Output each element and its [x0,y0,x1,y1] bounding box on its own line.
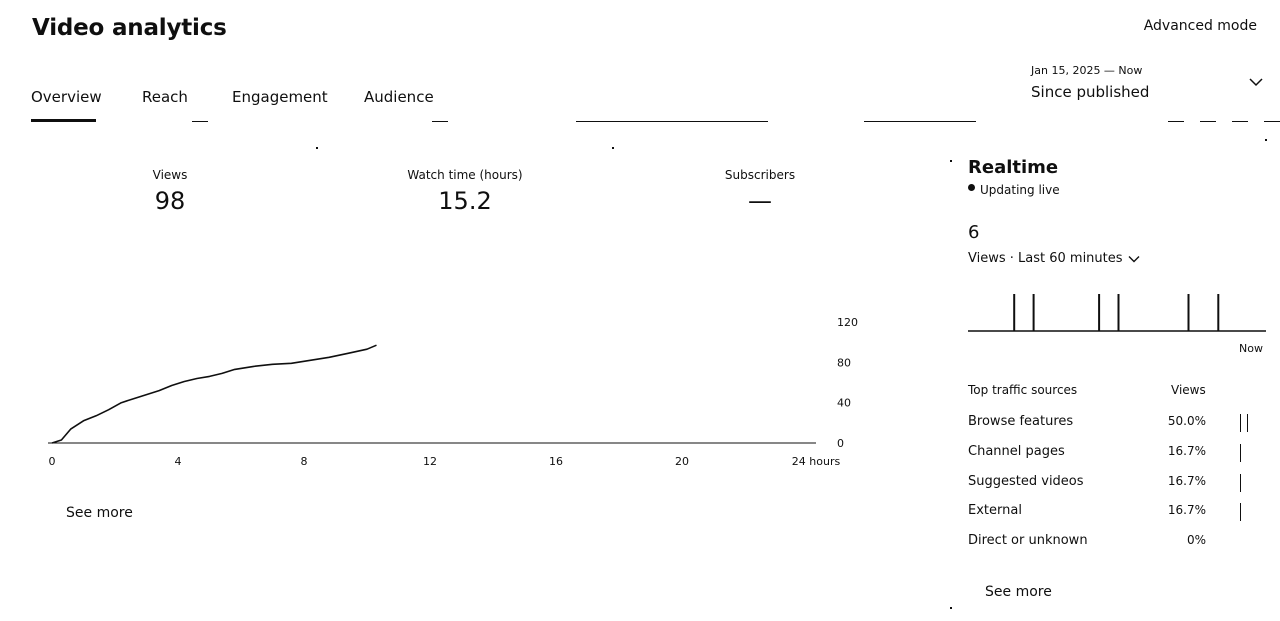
metric-label-watch-time: Watch time (hours) [407,168,523,182]
advanced-mode-button[interactable]: Advanced mode [1143,18,1257,34]
x-tick-label: 20 [675,455,689,468]
page-title: Video analytics [32,15,227,41]
tab-reach[interactable]: Reach [142,88,188,106]
views-line-chart: 0 4 8 12 16 20 24 hours 0 40 80 120 [48,316,858,468]
live-status-text: Updating live [980,183,1060,197]
realtime-title: Realtime [968,157,1059,178]
date-range-value: Since published [1031,83,1150,101]
traffic-source-row: Channel pages 16.7% [968,444,1264,464]
traffic-source-percent: 50.0% [1167,414,1206,428]
traffic-source-row: Direct or unknown 0% [968,533,1264,553]
traffic-source-bar [1240,414,1248,432]
realtime-spike-chart [968,294,1266,332]
tab-divider-line [1200,121,1216,122]
views-series-line [51,344,377,444]
tab-divider-line [576,121,768,122]
traffic-sources-header: Top traffic sources [968,383,1078,397]
traffic-source-row: External 16.7% [968,503,1264,523]
decorative-dot [950,160,952,162]
tab-divider-line [1168,121,1184,122]
see-more-button[interactable]: See more [66,505,133,521]
traffic-source-percent: 16.7% [1167,503,1206,517]
realtime-period-selector[interactable]: Views · Last 60 minutes [968,251,1140,266]
x-tick-label: 0 [49,455,56,468]
x-tick-label: 16 [549,455,563,468]
traffic-source-row: Suggested videos 16.7% [968,474,1264,494]
tab-divider-line [192,121,208,122]
realtime-period-label: Views · Last 60 minutes [968,251,1123,266]
metric-label-views: Views [152,168,188,182]
traffic-source-bar [1240,474,1243,492]
traffic-source-row: Browse features 50.0% [968,414,1264,434]
chevron-down-icon[interactable] [1248,74,1264,90]
see-more-button[interactable]: See more [985,584,1052,600]
traffic-source-bar [1240,503,1243,521]
chevron-down-icon [1128,255,1140,262]
date-range-label: Jan 15, 2025 — Now [1031,64,1143,77]
live-indicator-dot-icon [968,184,975,191]
metric-value-watch-time: 15.2 [438,187,492,215]
traffic-source-name: Direct or unknown [968,533,1088,548]
tab-divider-line [1264,121,1280,122]
metric-value-views: 98 [154,187,186,215]
tab-selected-indicator [31,119,96,122]
traffic-source-name: Browse features [968,414,1074,429]
traffic-views-header: Views [1171,383,1206,397]
traffic-source-name: External [968,503,1022,518]
traffic-source-bar [1240,444,1243,462]
tab-divider-line [432,121,448,122]
tab-engagement[interactable]: Engagement [232,88,328,106]
realtime-view-count: 6 [968,222,980,243]
traffic-source-name: Suggested videos [968,474,1084,489]
y-tick-label: 0 [837,437,844,450]
tab-overview[interactable]: Overview [31,88,102,106]
y-tick-label: 120 [837,316,858,329]
metric-label-subscribers: Subscribers [724,168,796,182]
tab-divider-line [864,121,976,122]
decorative-dot [1265,139,1267,141]
x-tick-label: 12 [423,455,437,468]
decorative-dot [612,147,614,149]
tab-divider-line [1232,121,1248,122]
y-tick-label: 80 [837,356,851,369]
x-tick-label: 8 [301,455,308,468]
decorative-dot [950,607,952,609]
traffic-source-name: Channel pages [968,444,1065,459]
tab-audience[interactable]: Audience [364,88,434,106]
x-tick-label: 24 hours [792,455,841,468]
y-tick-label: 40 [837,397,851,410]
metric-value-subscribers: — [748,187,772,215]
traffic-source-percent: 16.7% [1167,474,1206,488]
x-tick-label: 4 [175,455,182,468]
decorative-dot [316,147,318,149]
traffic-source-percent: 16.7% [1167,444,1206,458]
realtime-now-label: Now [1239,342,1263,355]
traffic-source-percent: 0% [1186,533,1206,547]
